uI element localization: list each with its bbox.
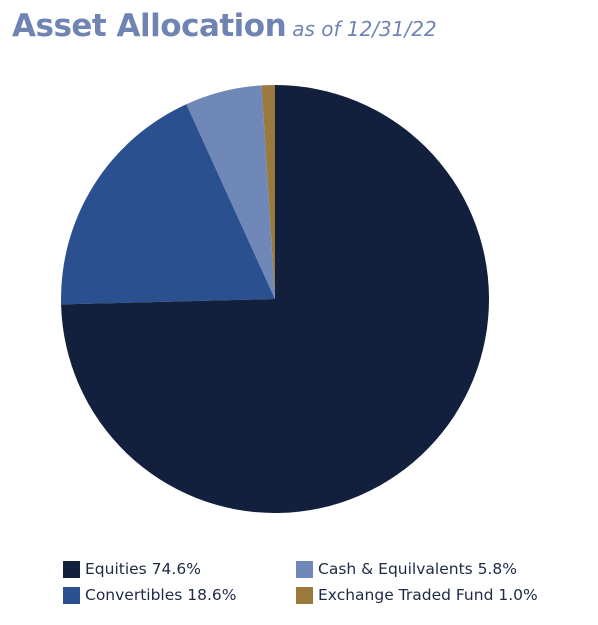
chart-legend: Equities 74.6% Cash & Equilvalents 5.8% … (63, 560, 583, 604)
legend-item-convertibles: Convertibles 18.6% (63, 586, 296, 604)
legend-swatch-equities (63, 560, 80, 578)
pie-slice-cash-equilvalents (186, 85, 275, 299)
legend-label-convertibles: Convertibles 18.6% (85, 586, 237, 604)
legend-swatch-cash (296, 560, 313, 578)
legend-label-equities: Equities 74.6% (85, 560, 201, 578)
legend-swatch-etf (296, 586, 313, 604)
pie-slice-equities (61, 85, 490, 513)
chart-subtitle: as of 12/31/22 (292, 17, 437, 41)
legend-item-etf: Exchange Traded Fund 1.0% (296, 586, 566, 604)
legend-swatch-convertibles (63, 586, 80, 604)
chart-title-row: Asset Allocation as of 12/31/22 (12, 8, 437, 44)
legend-label-etf: Exchange Traded Fund 1.0% (318, 586, 538, 604)
pie-slice-exchange-traded-fund (261, 85, 275, 299)
legend-item-cash: Cash & Equilvalents 5.8% (296, 560, 566, 578)
pie-slice-convertibles (61, 104, 275, 305)
pie-chart (61, 85, 490, 513)
legend-item-equities: Equities 74.6% (63, 560, 296, 578)
legend-label-cash: Cash & Equilvalents 5.8% (318, 560, 518, 578)
chart-title: Asset Allocation (12, 8, 287, 44)
